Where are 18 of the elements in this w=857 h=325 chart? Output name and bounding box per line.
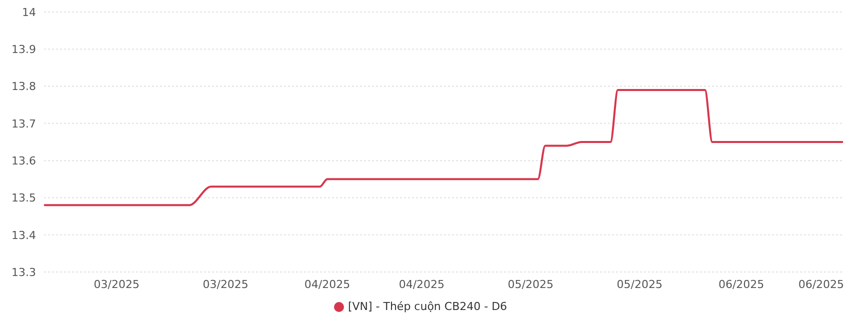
x-tick-label: 05/2025 (508, 278, 554, 291)
y-tick-label: 14 (22, 6, 36, 19)
x-tick-label: 06/2025 (718, 278, 764, 291)
x-tick-label: 04/2025 (398, 278, 445, 291)
y-tick-label: 13.4 (12, 228, 36, 242)
y-tick-label: 13.6 (12, 154, 36, 168)
line-series (44, 89, 843, 206)
x-tick-label: 03/2025 (202, 278, 248, 291)
legend-label: [VN] - Thép cuộn CB240 - D6 (348, 300, 508, 313)
y-tick-label: 13.8 (12, 80, 36, 94)
y-tick-label: 13.9 (12, 43, 36, 56)
x-tick-label: 06/2025 (798, 278, 844, 291)
x-tick-label: 05/2025 (616, 278, 662, 291)
y-tick-label: 13.5 (12, 192, 36, 205)
x-tick-label: 03/2025 (94, 278, 140, 291)
y-tick-label: 13.7 (12, 117, 36, 130)
y-tick-label: 13.3 (12, 266, 36, 279)
x-tick-label: 04/2025 (304, 278, 350, 291)
